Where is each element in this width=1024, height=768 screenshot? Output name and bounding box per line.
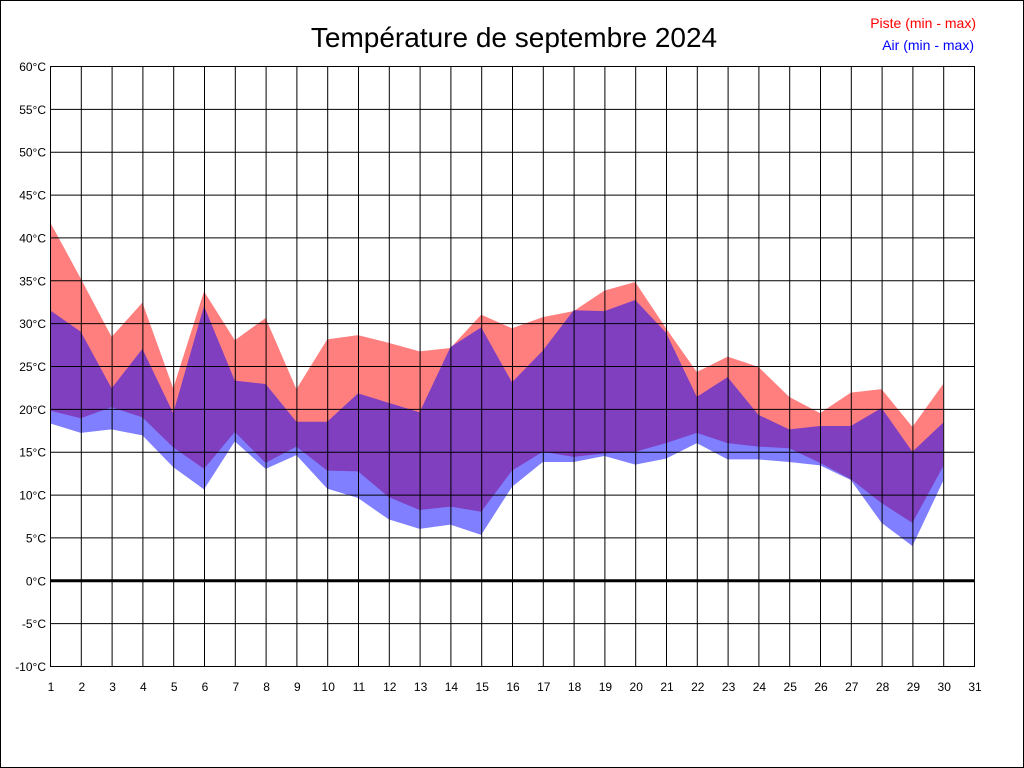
x-tick-label: 1 — [48, 680, 55, 694]
x-tick-label: 5 — [171, 680, 178, 694]
y-tick-label: 50°C — [19, 146, 46, 160]
band-air — [50, 300, 944, 546]
y-tick-label: 5°C — [26, 531, 46, 545]
x-tick-label: 7 — [232, 680, 239, 694]
y-tick-label: 40°C — [19, 231, 46, 245]
y-tick-label: 0°C — [26, 574, 46, 588]
x-tick-label: 13 — [414, 680, 428, 694]
legend-item-piste: Piste (min - max) — [870, 15, 976, 31]
y-tick-label: -10°C — [15, 660, 46, 674]
y-tick-label: 10°C — [19, 489, 46, 503]
x-tick-label: 31 — [968, 680, 982, 694]
x-tick-label: 3 — [109, 680, 116, 694]
x-tick-label: 23 — [722, 680, 736, 694]
x-tick-label: 6 — [202, 680, 209, 694]
x-tick-label: 16 — [506, 680, 520, 694]
y-tick-label: 35°C — [19, 274, 46, 288]
x-tick-label: 19 — [599, 680, 613, 694]
y-tick-label: 60°C — [19, 60, 46, 74]
x-tick-label: 29 — [907, 680, 921, 694]
x-tick-label: 4 — [140, 680, 147, 694]
x-tick-label: 22 — [691, 680, 705, 694]
legend-item-air: Air (min - max) — [882, 37, 974, 53]
x-tick-label: 20 — [630, 680, 644, 694]
y-tick-label: 25°C — [19, 360, 46, 374]
y-tick-label: 15°C — [19, 446, 46, 460]
y-tick-label: -5°C — [22, 617, 46, 631]
x-tick-label: 8 — [263, 680, 270, 694]
x-tick-label: 25 — [784, 680, 798, 694]
x-tick-label: 21 — [660, 680, 674, 694]
x-tick-label: 24 — [753, 680, 767, 694]
x-tick-label: 17 — [537, 680, 551, 694]
y-tick-label: 20°C — [19, 403, 46, 417]
x-tick-label: 10 — [322, 680, 336, 694]
x-tick-label: 15 — [476, 680, 490, 694]
x-tick-label: 14 — [445, 680, 459, 694]
y-tick-label: 55°C — [19, 103, 46, 117]
x-tick-label: 28 — [876, 680, 890, 694]
chart-title: Température de septembre 2024 — [311, 22, 717, 53]
x-tick-label: 30 — [938, 680, 952, 694]
y-tick-label: 30°C — [19, 317, 46, 331]
y-tick-label: 45°C — [19, 189, 46, 203]
x-tick-label: 12 — [383, 680, 397, 694]
x-tick-label: 27 — [845, 680, 859, 694]
x-tick-label: 18 — [568, 680, 582, 694]
x-tick-label: 9 — [294, 680, 301, 694]
x-tick-label: 11 — [353, 680, 366, 694]
x-tick-label: 2 — [78, 680, 85, 694]
x-tick-label: 26 — [814, 680, 828, 694]
